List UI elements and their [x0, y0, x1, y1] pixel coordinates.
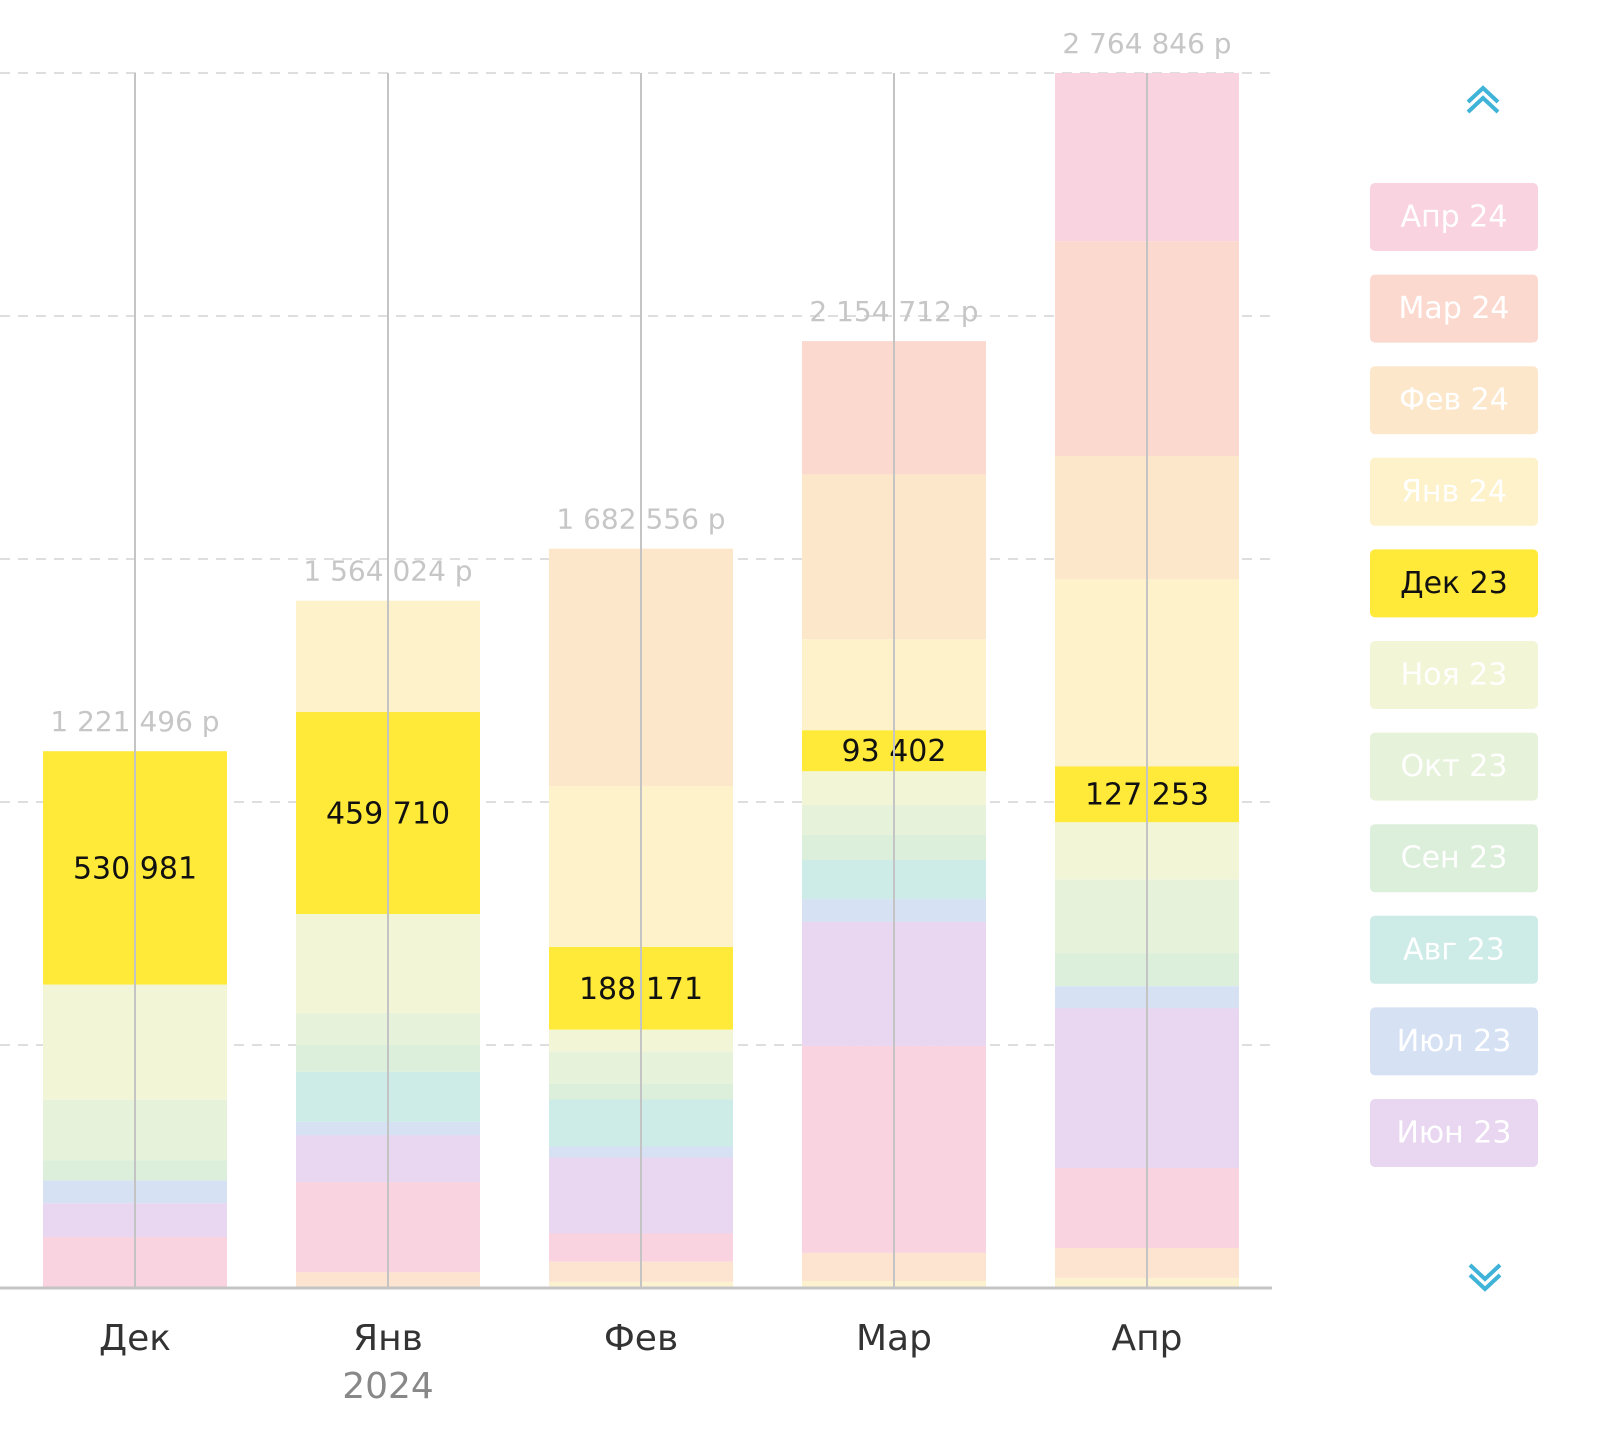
- total-label: 1 564 024 р: [303, 555, 472, 588]
- legend-item[interactable]: [1370, 824, 1538, 893]
- legend-label[interactable]: Сен 23: [1401, 841, 1508, 876]
- legend-item[interactable]: [1370, 732, 1538, 801]
- legend-label[interactable]: Фев 24: [1399, 383, 1509, 418]
- legend-item[interactable]: [1370, 457, 1538, 526]
- legend-label[interactable]: Ноя 23: [1401, 658, 1508, 693]
- legend-item[interactable]: [1370, 183, 1538, 251]
- legend-label[interactable]: Июн 23: [1396, 1116, 1511, 1151]
- legend-item[interactable]: [1370, 1099, 1538, 1167]
- scroll-up[interactable]: [1466, 85, 1500, 114]
- legend-label[interactable]: Янв 24: [1401, 474, 1507, 509]
- total-label: 2 154 712 р: [809, 295, 978, 328]
- total-label: 1 221 496 р: [50, 705, 219, 738]
- x-tick-label: Апр: [1111, 1318, 1182, 1359]
- x-sublabel: 2024: [342, 1366, 434, 1407]
- legend-label[interactable]: Апр 24: [1401, 200, 1508, 235]
- legend-item[interactable]: [1370, 549, 1538, 618]
- legend-label[interactable]: Мар 24: [1398, 291, 1509, 326]
- total-label: 2 764 846 р: [1062, 27, 1231, 60]
- x-tick-label: Фев: [604, 1318, 678, 1359]
- legend-item[interactable]: [1370, 915, 1538, 984]
- total-label: 1 682 556 р: [556, 503, 725, 536]
- legend-label[interactable]: Июл 23: [1397, 1024, 1512, 1059]
- scroll-down[interactable]: [1468, 1263, 1502, 1292]
- legend-item[interactable]: [1370, 274, 1538, 343]
- legend-label[interactable]: Окт 23: [1401, 749, 1508, 784]
- legend-item[interactable]: [1370, 1007, 1538, 1076]
- x-tick-label: Янв: [353, 1318, 423, 1359]
- legend-item[interactable]: [1370, 641, 1538, 709]
- legend-item[interactable]: [1370, 366, 1538, 435]
- legend-label[interactable]: Дек 23: [1400, 566, 1508, 601]
- legend-label[interactable]: Авг 23: [1403, 932, 1505, 967]
- x-tick-label: Мар: [856, 1318, 932, 1359]
- x-tick-label: Дек: [99, 1318, 171, 1359]
